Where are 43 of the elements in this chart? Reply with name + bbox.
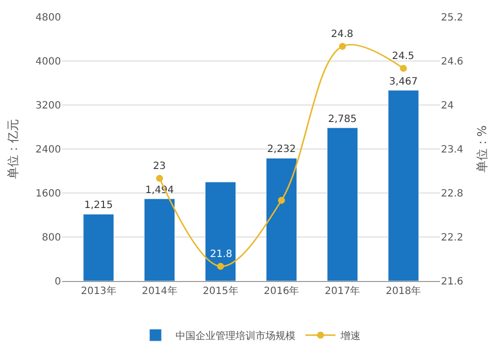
bar [388, 90, 419, 281]
y2-tick-label: 22.2 [441, 232, 464, 244]
y-tick-label: 0 [54, 276, 61, 288]
point [338, 42, 346, 50]
data-label: 1,215 [84, 200, 113, 212]
y2-tick-label: 22.8 [441, 188, 464, 200]
y2-tick-label: 21.6 [441, 276, 464, 288]
bar [205, 182, 236, 281]
y-tick-label: 4000 [36, 56, 61, 68]
y2-tick-label: 23.4 [441, 144, 464, 156]
bar [83, 214, 114, 281]
x-tick-label: 2015年 [202, 285, 238, 297]
legend-label: 增速 [340, 330, 360, 342]
y-tick-label: 3200 [36, 100, 61, 112]
bar [144, 198, 176, 281]
x-tick-label: 2014年 [142, 285, 178, 297]
y2-tick-label: 24 [441, 100, 454, 112]
data-label: 21.8 [210, 249, 232, 260]
data-label: 2,785 [328, 114, 357, 125]
y2-axis-title: 单位：% [475, 125, 490, 173]
y-tick-label: 2400 [36, 144, 61, 156]
x-tick-label: 2016年 [264, 285, 300, 297]
point [400, 64, 407, 72]
y-tick-label: 4800 [36, 12, 61, 24]
data-label: 24.5 [392, 51, 414, 62]
y-tick-label: 1600 [36, 188, 61, 200]
y2-tick-label: 25.2 [441, 12, 464, 24]
bar [326, 128, 358, 281]
x-tick-label: 2017年 [324, 285, 360, 297]
point [156, 174, 164, 182]
point [278, 196, 285, 204]
legend-label: 中国企业管理培训市场规模 [176, 330, 296, 342]
data-label: 3,467 [389, 76, 418, 88]
x-tick-label: 2018年 [386, 285, 422, 297]
data-label: 24.8 [331, 29, 354, 40]
y2-tick-label: 24.6 [441, 56, 464, 68]
y-axis-title: 单位：亿元 [6, 119, 20, 179]
y-tick-label: 800 [42, 232, 61, 244]
data-label: 2,232 [267, 144, 296, 156]
x-tick-label: 2013年 [80, 285, 116, 297]
bar [266, 158, 297, 281]
data-label: 23 [153, 161, 166, 172]
point [217, 262, 224, 270]
